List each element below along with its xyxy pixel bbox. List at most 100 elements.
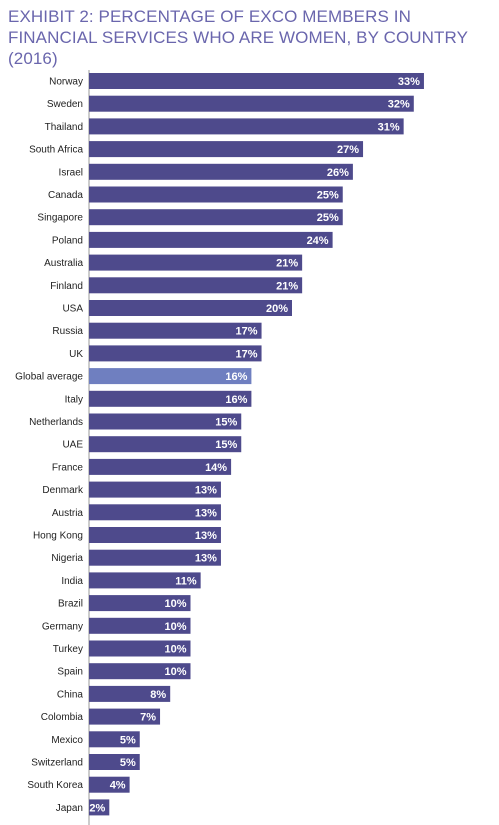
category-label: Global average: [15, 372, 83, 383]
category-label: Netherlands: [29, 417, 83, 428]
data-label: 13%: [195, 507, 217, 519]
category-label: South Korea: [27, 780, 83, 791]
data-label: 24%: [307, 235, 329, 247]
category-label: Mexico: [51, 735, 83, 746]
data-label: 15%: [215, 439, 237, 451]
category-label: South Africa: [29, 145, 83, 156]
category-label: Finland: [50, 281, 83, 292]
data-label: 2%: [89, 802, 105, 814]
data-label: 7%: [140, 712, 156, 724]
category-label: Israel: [59, 167, 83, 178]
bar: [89, 231, 333, 248]
category-label: UK: [69, 349, 83, 360]
category-label: Austria: [52, 508, 84, 519]
bar: [89, 277, 303, 294]
bar: [89, 527, 221, 543]
bar: [89, 322, 262, 339]
category-label: Colombia: [41, 712, 84, 723]
category-label: Brazil: [58, 599, 83, 610]
chart-title: EXHIBIT 2: PERCENTAGE OF EXCO MEMBERS IN…: [8, 7, 468, 68]
category-label: Switzerland: [31, 758, 83, 769]
data-label: 10%: [164, 621, 186, 633]
bar: [89, 754, 140, 770]
category-label: Singapore: [37, 213, 83, 224]
bar: [89, 595, 191, 612]
category-label: Germany: [42, 621, 83, 632]
category-label: Denmark: [42, 485, 84, 496]
bar: [89, 708, 161, 725]
bar: [89, 549, 221, 566]
bar: [89, 617, 191, 634]
category-label: Hong Kong: [33, 531, 83, 542]
bar: [89, 776, 130, 793]
category-label: Spain: [57, 667, 83, 678]
data-label: 15%: [215, 417, 237, 429]
data-label: 16%: [225, 394, 247, 406]
bar: [89, 799, 110, 816]
bar: [89, 141, 364, 158]
category-label: Russia: [52, 326, 83, 337]
data-labels: 33% 32% 31% 27% 26% 25% 25% 24% 21% 21% 20% 17% 17% 1…: [89, 76, 420, 814]
data-label: 5%: [120, 734, 136, 746]
data-label: 27%: [337, 144, 359, 156]
bar: [89, 458, 232, 475]
data-label: 26%: [327, 167, 349, 179]
bar: [89, 413, 242, 430]
bar: [89, 390, 252, 407]
category-label: Nigeria: [51, 553, 83, 564]
data-label: 13%: [195, 553, 217, 565]
category-label: UAE: [62, 440, 83, 451]
bar: [89, 209, 343, 226]
bar: [89, 663, 191, 680]
data-label: 10%: [164, 598, 186, 610]
bar: [89, 163, 353, 180]
bar: [89, 186, 343, 203]
bar: [89, 345, 262, 362]
data-label: 16%: [225, 371, 247, 383]
data-label: 31%: [378, 121, 400, 133]
data-label: 17%: [236, 326, 258, 338]
category-label: Australia: [44, 258, 83, 269]
data-label: 20%: [266, 303, 288, 315]
category-label: Canada: [48, 190, 83, 201]
data-label: 13%: [195, 530, 217, 542]
bar: [89, 436, 242, 453]
category-label: Poland: [52, 235, 83, 246]
category-label: France: [52, 462, 84, 473]
data-label: 25%: [317, 212, 339, 224]
category-label: Norway: [49, 77, 83, 88]
data-label: 21%: [276, 280, 298, 292]
bar: [89, 95, 414, 112]
category-label: Japan: [56, 803, 83, 814]
bar: [89, 118, 404, 135]
category-label: USA: [62, 304, 83, 315]
data-label: 33%: [398, 76, 420, 88]
bars: [89, 73, 424, 816]
bar: [89, 481, 221, 498]
bar: [89, 254, 303, 271]
data-label: 10%: [164, 644, 186, 656]
data-label: 17%: [236, 348, 258, 360]
data-label: 5%: [120, 757, 136, 769]
bar: [89, 572, 201, 589]
data-label: 25%: [317, 190, 339, 202]
category-label: China: [57, 689, 84, 700]
category-label: India: [61, 576, 83, 587]
data-label: 8%: [150, 689, 166, 701]
data-label: 13%: [195, 485, 217, 497]
category-label: Turkey: [53, 644, 83, 655]
bar: [89, 640, 191, 657]
category-label: Italy: [65, 394, 83, 405]
category-label: Sweden: [47, 99, 83, 110]
category-labels: Norway Sweden Thailand South Africa Israel Ca…: [15, 77, 84, 814]
data-label: 4%: [110, 780, 126, 792]
bar: [89, 73, 424, 89]
data-label: 32%: [388, 99, 410, 111]
bar-highlight: [89, 368, 252, 385]
bar: [89, 685, 171, 702]
data-label: 11%: [175, 575, 197, 587]
category-label: Thailand: [45, 122, 83, 133]
bar: [89, 300, 292, 316]
bar: [89, 504, 221, 521]
